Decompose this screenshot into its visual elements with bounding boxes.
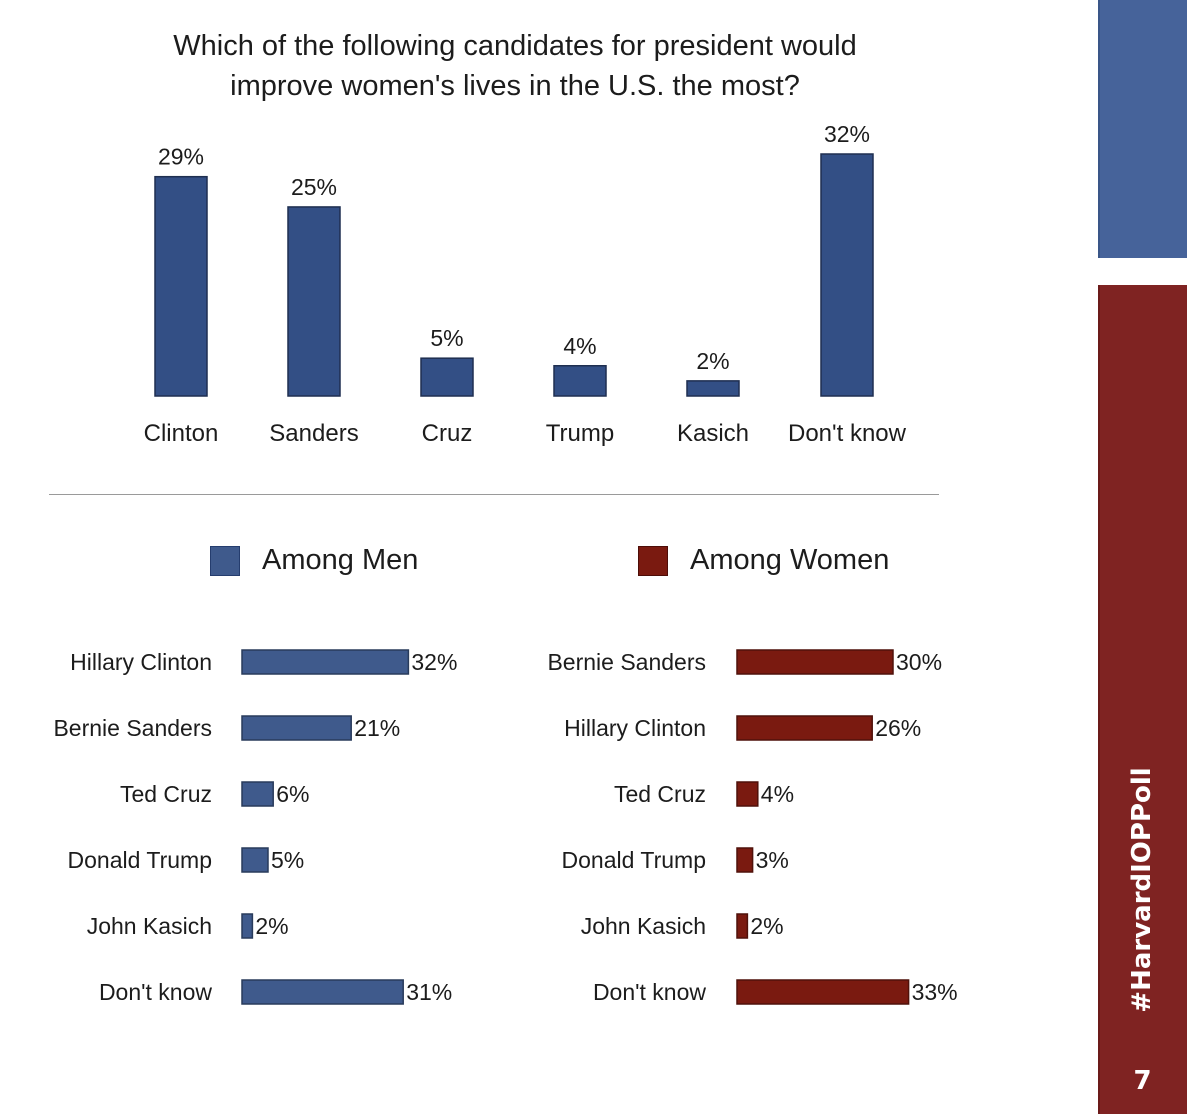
bar-hillary-clinton bbox=[241, 649, 410, 675]
bar-kasich bbox=[686, 380, 740, 397]
women-bar-chart: Bernie Sanders 30% Hillary Clinton 26% Ted C… bbox=[547, 649, 958, 1005]
hashtag-label: #HarvardIOPPoll bbox=[1127, 767, 1157, 1013]
data-label: 4% bbox=[563, 333, 596, 359]
section-divider bbox=[49, 494, 939, 495]
chart-title-line-1: Which of the following candidates for pr… bbox=[173, 30, 857, 62]
y-tick-label: John Kasich bbox=[87, 913, 212, 939]
chart-title-line-2: improve women's lives in the U.S. the mo… bbox=[230, 70, 800, 102]
y-tick-label: Hillary Clinton bbox=[564, 715, 706, 741]
legend-item-men: Among Men bbox=[210, 544, 418, 577]
y-tick-label: Don't know bbox=[99, 979, 212, 1005]
bar-don-t-know bbox=[736, 979, 910, 1005]
bar-don-t-know bbox=[241, 979, 404, 1005]
x-tick-label: Sanders bbox=[269, 420, 358, 447]
y-tick-label: John Kasich bbox=[581, 913, 706, 939]
legend-swatch-men bbox=[210, 545, 240, 576]
y-tick-label: Bernie Sanders bbox=[547, 649, 706, 675]
data-label: 6% bbox=[276, 781, 309, 807]
legend-label-women: Among Women bbox=[690, 544, 890, 576]
y-tick-label: Don't know bbox=[593, 979, 706, 1005]
bar-donald-trump bbox=[736, 847, 754, 873]
sidebar-top-block bbox=[1098, 0, 1187, 258]
hashtag-container: #HarvardIOPPoll bbox=[1098, 0, 1187, 1114]
data-label: 25% bbox=[291, 174, 337, 200]
data-label: 5% bbox=[271, 847, 304, 873]
data-label: 3% bbox=[756, 847, 789, 873]
x-tick-label: Cruz bbox=[422, 420, 473, 447]
y-tick-label: Donald Trump bbox=[68, 847, 212, 873]
y-tick-label: Donald Trump bbox=[562, 847, 706, 873]
legend-swatch-women bbox=[638, 545, 668, 576]
data-label: 30% bbox=[896, 649, 942, 675]
bar-clinton bbox=[154, 175, 208, 397]
bar-bernie-sanders bbox=[736, 649, 894, 675]
overall-bar-chart: 29% Clinton 25% Sanders 5% Cruz 4% Trump 2% Kasic… bbox=[144, 121, 907, 447]
data-label: 29% bbox=[158, 144, 204, 170]
data-label: 32% bbox=[411, 649, 457, 675]
data-label: 33% bbox=[912, 979, 958, 1005]
chart-title: Which of the following candidates for pr… bbox=[60, 26, 970, 106]
bar-donald-trump bbox=[241, 847, 269, 873]
bar-hillary-clinton bbox=[736, 715, 873, 741]
bar-john-kasich bbox=[241, 913, 254, 939]
data-label: 5% bbox=[430, 325, 463, 351]
data-label: 21% bbox=[354, 715, 400, 741]
data-label: 2% bbox=[255, 913, 288, 939]
page-number: 7 bbox=[1133, 1066, 1152, 1096]
data-label: 31% bbox=[406, 979, 452, 1005]
data-label: 26% bbox=[875, 715, 921, 741]
y-tick-label: Hillary Clinton bbox=[70, 649, 212, 675]
data-label: 32% bbox=[824, 121, 870, 147]
bar-ted-cruz bbox=[736, 781, 759, 807]
y-tick-label: Bernie Sanders bbox=[53, 715, 212, 741]
sidebar-bottom-block bbox=[1098, 285, 1187, 1114]
men-bar-chart: Hillary Clinton 32% Bernie Sanders 21% Ted C… bbox=[53, 649, 457, 1005]
y-tick-label: Ted Cruz bbox=[614, 781, 706, 807]
bar-john-kasich bbox=[736, 913, 749, 939]
bar-ted-cruz bbox=[241, 781, 274, 807]
bar-don-t-know bbox=[820, 153, 874, 397]
bar-trump bbox=[553, 365, 607, 397]
x-tick-label: Don't know bbox=[788, 420, 907, 447]
data-label: 2% bbox=[750, 913, 783, 939]
data-label: 2% bbox=[696, 348, 729, 374]
x-tick-label: Kasich bbox=[677, 420, 749, 447]
x-tick-label: Clinton bbox=[144, 420, 219, 447]
bar-bernie-sanders bbox=[241, 715, 352, 741]
data-label: 4% bbox=[761, 781, 794, 807]
bar-sanders bbox=[287, 206, 341, 397]
y-tick-label: Ted Cruz bbox=[120, 781, 212, 807]
legend-label-men: Among Men bbox=[262, 544, 419, 576]
legend-item-women: Among Women bbox=[638, 544, 889, 577]
bar-cruz bbox=[420, 357, 474, 397]
x-tick-label: Trump bbox=[546, 420, 614, 447]
